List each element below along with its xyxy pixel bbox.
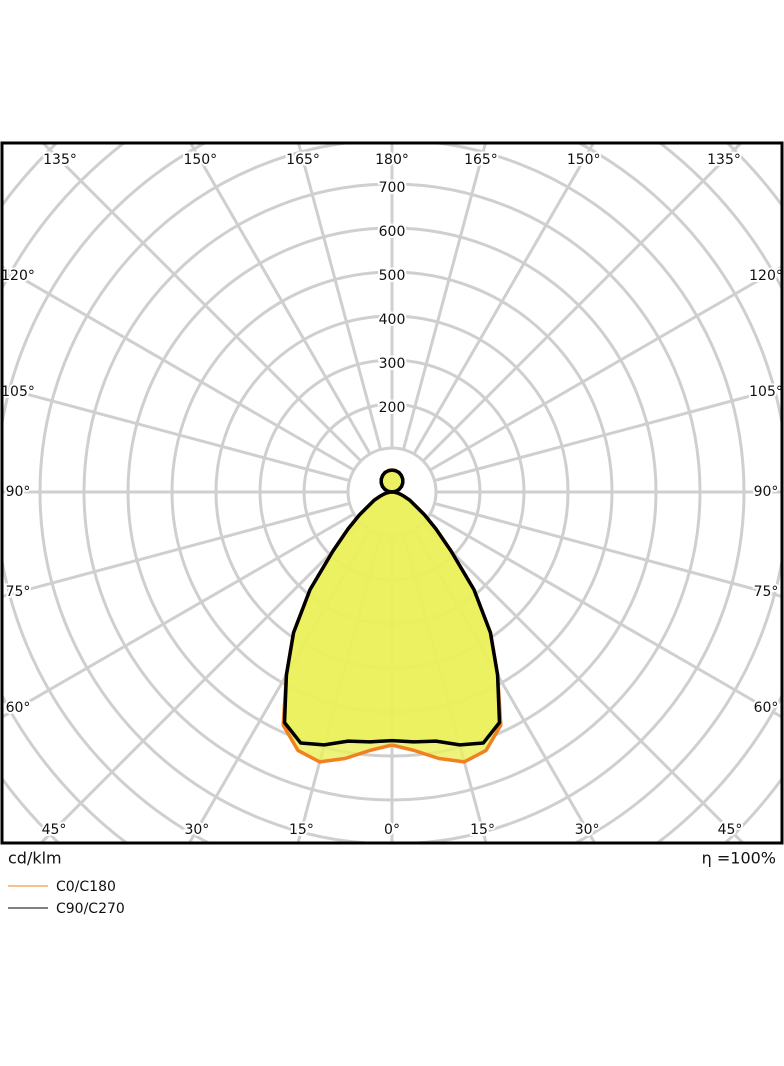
angle-tick-label: 135° [707, 152, 741, 168]
area-fill [284, 470, 392, 745]
angle-tick-label: 45° [42, 822, 67, 838]
angle-tick-label: 60° [754, 700, 779, 716]
angle-tick-label: 180° [375, 152, 409, 168]
grid-spoke [434, 385, 782, 483]
efficiency-label: η =100% [702, 849, 776, 868]
angle-tick-label: 135° [43, 152, 77, 168]
angle-tick-label: 120° [749, 268, 783, 284]
angle-tick-label: 150° [567, 152, 601, 168]
angle-tick-label: 15° [289, 822, 314, 838]
angle-tick-label: 90° [6, 484, 31, 500]
unit-label: cd/klm [8, 849, 62, 868]
legend-label: C0/C180 [56, 879, 116, 895]
series-line [390, 468, 502, 747]
grid-spoke [422, 143, 744, 462]
r-tick-label: 300 [379, 356, 406, 372]
r-tick-label: 200 [379, 400, 406, 416]
series-line [282, 468, 394, 747]
r-tick-label: 700 [379, 180, 406, 196]
grid-spoke [434, 501, 782, 599]
grid-spoke [2, 501, 350, 599]
angle-tick-label: 75° [754, 584, 779, 600]
grid-spoke [422, 522, 746, 843]
frame [0, 141, 784, 845]
legend-label: C90/C270 [56, 901, 125, 917]
grid-spoke [2, 265, 355, 472]
grid-spoke [38, 522, 362, 843]
angle-tick-label: 30° [575, 822, 600, 838]
angle-tick-label: 90° [754, 484, 779, 500]
angle-tick-label: 15° [470, 822, 495, 838]
grid-spoke [40, 143, 362, 462]
legend: C0/C180 C90/C270 [8, 879, 125, 917]
grid-spoke [401, 143, 488, 450]
angle-tick-label: 75° [6, 584, 31, 600]
area-fill [392, 470, 500, 745]
r-tick-label: 600 [379, 224, 406, 240]
angle-tick-label: 105° [749, 384, 783, 400]
grid-spoke [188, 143, 372, 455]
angle-tick-label: 105° [1, 384, 35, 400]
grid-spoke [429, 512, 782, 719]
labels: 165° 150° 135° 120° 105° 90° 75° 60° 45° 30° 15° 0°… [0, 150, 784, 840]
angle-tick-label: 120° [1, 268, 35, 284]
plot [281, 468, 503, 764]
angle-tick-label: 0° [384, 822, 400, 838]
grid-spoke [429, 265, 782, 472]
grid-spoke [296, 143, 383, 450]
grid-spoke [2, 512, 355, 719]
angle-tick-label: 165° [464, 152, 498, 168]
angle-tick-label: 165° [286, 152, 320, 168]
r-tick-label: 400 [379, 312, 406, 328]
grid-spoke [2, 385, 350, 483]
angle-tick-label: 30° [184, 822, 209, 838]
grid-spoke [412, 143, 596, 455]
angle-tick-label: 150° [183, 152, 217, 168]
angle-tick-label: 45° [718, 822, 743, 838]
angle-tick-label: 60° [6, 700, 31, 716]
r-tick-label: 500 [379, 268, 406, 284]
